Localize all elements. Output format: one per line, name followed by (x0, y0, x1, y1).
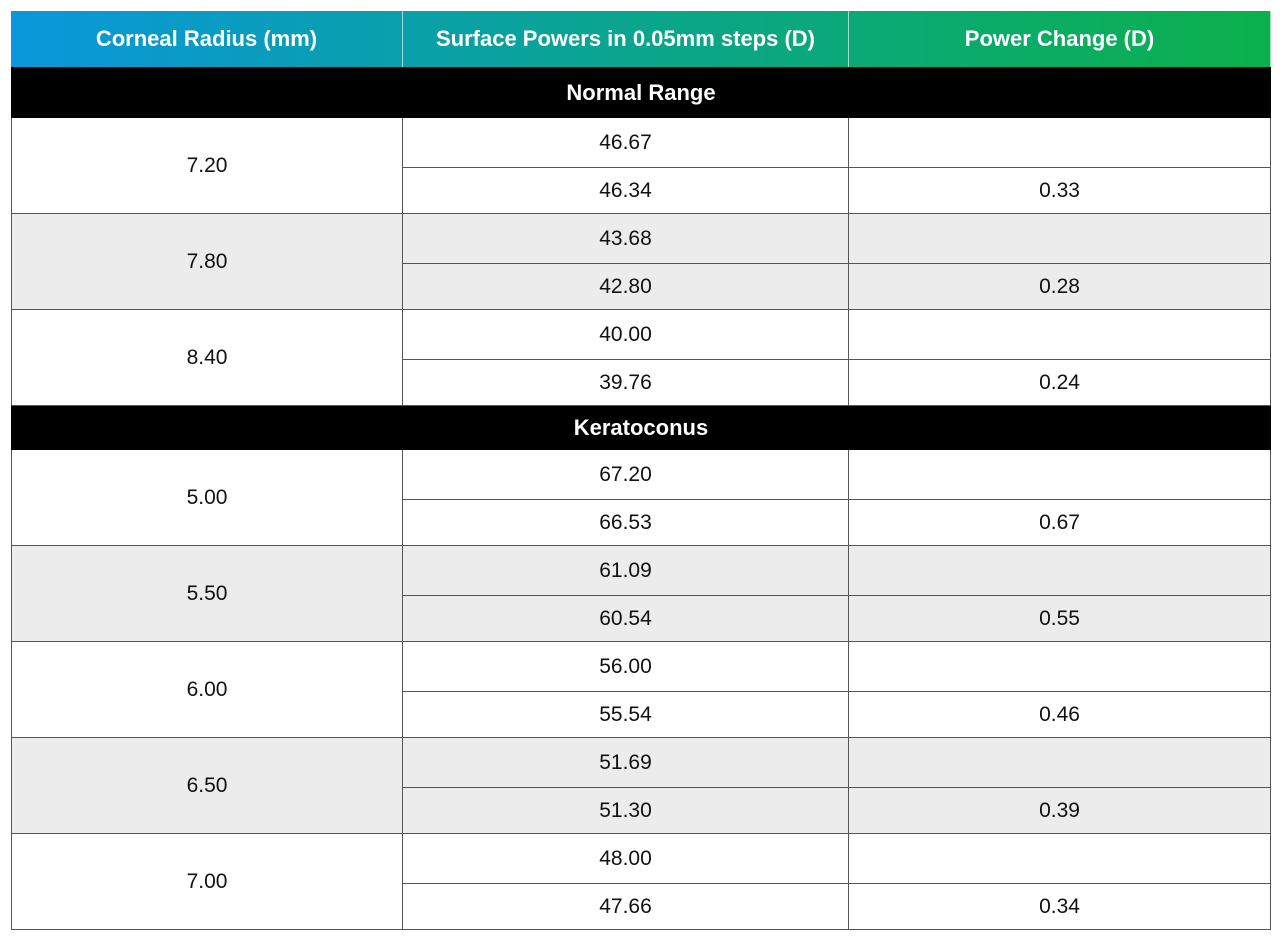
power-cell: 46.67 (403, 118, 849, 168)
change-cell (849, 642, 1271, 692)
change-cell (849, 738, 1271, 788)
change-cell (849, 546, 1271, 596)
change-cell (849, 450, 1271, 500)
change-cell (849, 214, 1271, 264)
power-cell: 48.00 (403, 834, 849, 884)
power-cell: 61.09 (403, 546, 849, 596)
power-cell: 42.80 (403, 264, 849, 310)
radius-cell: 6.00 (11, 642, 403, 738)
radius-cell: 7.00 (11, 834, 403, 930)
power-cell: 47.66 (403, 884, 849, 930)
change-cell: 0.55 (849, 596, 1271, 642)
change-cell: 0.46 (849, 692, 1271, 738)
change-cell: 0.24 (849, 360, 1271, 406)
change-cell (849, 834, 1271, 884)
power-cell: 46.34 (403, 168, 849, 214)
change-cell: 0.39 (849, 788, 1271, 834)
power-cell: 60.54 (403, 596, 849, 642)
column-header: Corneal Radius (mm) (11, 11, 403, 67)
change-cell: 0.34 (849, 884, 1271, 930)
radius-cell: 7.80 (11, 214, 403, 310)
change-cell (849, 118, 1271, 168)
change-cell: 0.67 (849, 500, 1271, 546)
table: Corneal Radius (mm) Surface Powers in 0.0… (11, 11, 1271, 930)
column-header: Power Change (D) (849, 11, 1271, 67)
radius-cell: 5.50 (11, 546, 403, 642)
power-cell: 43.68 (403, 214, 849, 264)
power-cell: 51.30 (403, 788, 849, 834)
radius-cell: 8.40 (11, 310, 403, 406)
section-title: Keratoconus (11, 406, 1271, 450)
change-cell (849, 310, 1271, 360)
radius-cell: 7.20 (11, 118, 403, 214)
power-cell: 40.00 (403, 310, 849, 360)
change-cell: 0.33 (849, 168, 1271, 214)
change-cell: 0.28 (849, 264, 1271, 310)
power-cell: 51.69 (403, 738, 849, 788)
section-title: Normal Range (11, 67, 1271, 118)
column-header: Surface Powers in 0.05mm steps (D) (403, 11, 849, 67)
power-cell: 55.54 (403, 692, 849, 738)
power-cell: 56.00 (403, 642, 849, 692)
radius-cell: 6.50 (11, 738, 403, 834)
radius-cell: 5.00 (11, 450, 403, 546)
header-background (11, 11, 1271, 67)
power-cell: 39.76 (403, 360, 849, 406)
power-cell: 67.20 (403, 450, 849, 500)
power-cell: 66.53 (403, 500, 849, 546)
